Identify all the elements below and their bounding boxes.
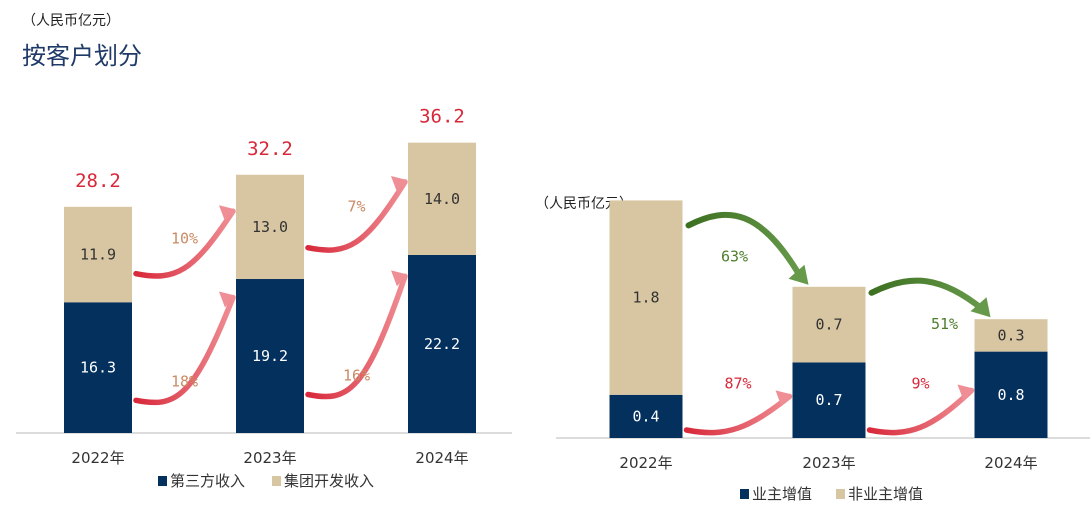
bar-第三方收入-2024年 xyxy=(408,254,476,433)
bar-非业主增值-2023年 xyxy=(792,286,866,363)
legend-swatch-业主增值 xyxy=(740,489,749,499)
chart-2-unit-label: （人民币亿元） xyxy=(535,196,633,212)
growth-arrowhead-第三方收入-1 xyxy=(219,291,235,308)
bar-业主增值-2024年 xyxy=(974,351,1048,438)
data-label-集团开发收入-2024年: 14.0 xyxy=(424,190,460,208)
growth-arrowhead-非业主增值-2 xyxy=(970,297,991,318)
data-label-第三方收入-2022年: 16.3 xyxy=(80,359,116,377)
category-label-2024年: 2024年 xyxy=(415,449,468,467)
category-label-2023年: 2023年 xyxy=(243,449,296,467)
bar-非业主增值-2022年 xyxy=(609,200,683,395)
growth-arrow-集团开发收入-2 xyxy=(305,179,408,253)
legend-label-集团开发收入: 集团开发收入 xyxy=(284,472,374,490)
growth-label-非业主增值-1: 63% xyxy=(721,247,748,265)
category-label-2023年: 2023年 xyxy=(802,454,855,472)
page-title: 按客户划分 xyxy=(22,42,142,70)
bar-集团开发收入-2023年 xyxy=(236,174,304,280)
legend-swatch-非业主增值 xyxy=(836,489,845,499)
growth-arrow-集团开发收入-1 xyxy=(133,208,236,279)
growth-arrow-第三方收入-1 xyxy=(133,294,236,406)
data-label-非业主增值-2023年: 0.7 xyxy=(815,316,842,334)
total-label-2023年: 32.2 xyxy=(247,138,293,160)
growth-arrowhead-业主增值-2 xyxy=(957,384,974,401)
growth-label-第三方收入-2: 16% xyxy=(343,367,370,385)
bar-业主增值-2022年 xyxy=(609,394,683,438)
growth-label-集团开发收入-1: 10% xyxy=(171,230,198,248)
unit-label: （人民币亿元） xyxy=(22,13,120,29)
growth-arrowhead-业主增值-1 xyxy=(775,390,792,407)
legend-swatch-集团开发收入 xyxy=(272,476,281,486)
growth-arrowhead-第三方收入-2 xyxy=(391,270,407,287)
data-label-非业主增值-2024年: 0.3 xyxy=(997,326,1024,344)
growth-arrow-非业主增值-2 xyxy=(868,277,986,313)
bar-第三方收入-2022年 xyxy=(64,302,132,433)
bar-业主增值-2023年 xyxy=(792,362,866,438)
data-label-业主增值-2023年: 0.7 xyxy=(815,391,842,409)
growth-label-第三方收入-1: 18% xyxy=(171,372,198,390)
bar-第三方收入-2023年 xyxy=(236,279,304,433)
growth-arrowhead-集团开发收入-2 xyxy=(391,175,407,192)
total-label-2022年: 28.2 xyxy=(75,170,121,192)
data-label-业主增值-2022年: 0.4 xyxy=(632,407,659,425)
category-label-2022年: 2022年 xyxy=(619,454,672,472)
growth-arrow-第三方收入-2 xyxy=(305,273,408,400)
bar-集团开发收入-2022年 xyxy=(64,206,132,303)
growth-label-非业主增值-2: 51% xyxy=(931,315,958,333)
growth-arrowhead-集团开发收入-1 xyxy=(219,205,235,222)
growth-arrowhead-非业主增值-1 xyxy=(788,264,809,285)
data-label-集团开发收入-2023年: 13.0 xyxy=(252,218,288,236)
category-label-2022年: 2022年 xyxy=(71,449,124,467)
data-label-非业主增值-2022年: 1.8 xyxy=(632,289,659,307)
legend-label-非业主增值: 非业主增值 xyxy=(848,485,923,503)
growth-arrow-非业主增值-1 xyxy=(685,211,804,280)
bar-集团开发收入-2024年 xyxy=(408,142,476,255)
data-label-第三方收入-2024年: 22.2 xyxy=(424,335,460,353)
data-label-集团开发收入-2022年: 11.9 xyxy=(80,246,116,264)
data-label-业主增值-2024年: 0.8 xyxy=(997,386,1024,404)
total-label-2024年: 36.2 xyxy=(419,106,465,128)
legend-swatch-第三方收入 xyxy=(158,476,167,486)
legend-label-业主增值: 业主增值 xyxy=(752,485,812,503)
bar-非业主增值-2024年 xyxy=(974,319,1048,352)
growth-arrow-业主增值-2 xyxy=(866,387,975,436)
growth-label-业主增值-1: 87% xyxy=(724,374,751,392)
growth-arrow-业主增值-1 xyxy=(683,393,793,436)
legend-label-第三方收入: 第三方收入 xyxy=(170,472,245,490)
growth-label-集团开发收入-2: 7% xyxy=(347,198,365,216)
category-label-2024年: 2024年 xyxy=(984,454,1037,472)
growth-label-业主增值-2: 9% xyxy=(911,374,929,392)
data-label-第三方收入-2023年: 19.2 xyxy=(252,347,288,365)
